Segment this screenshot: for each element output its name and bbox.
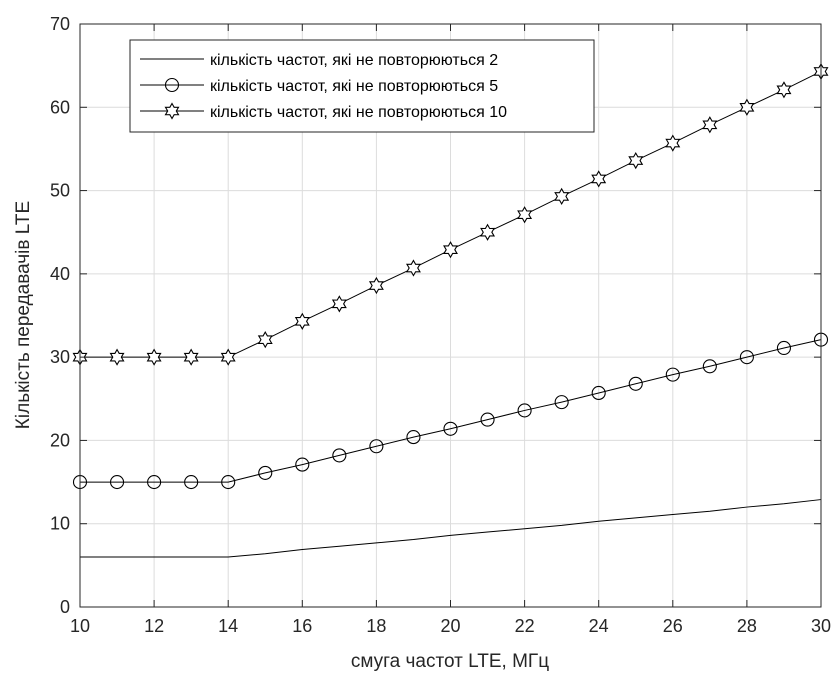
x-tick-label: 26: [663, 616, 683, 636]
series-line: [80, 499, 822, 558]
legend-items: кількість частот, які не повторюються 2 к…: [140, 52, 507, 121]
y-tick-label: 10: [50, 514, 70, 534]
data-point: [110, 475, 125, 490]
data-point: [776, 81, 792, 99]
data-point: [517, 206, 533, 224]
series-line: [80, 339, 822, 483]
data-point: [295, 457, 310, 472]
x-tick-label: 24: [589, 616, 609, 636]
data-point: [443, 241, 458, 259]
y-axis-label: Кількість передавачів LTE: [13, 201, 34, 429]
data-point: [331, 295, 347, 313]
x-tick-label: 18: [366, 616, 386, 636]
data-point: [628, 151, 644, 170]
data-point: [147, 475, 162, 490]
x-tick-label: 30: [811, 616, 831, 636]
legend-marker: [164, 77, 180, 93]
x-axis-label: смуга частот LTE, МГц: [351, 651, 549, 672]
data-point: [702, 359, 717, 374]
data-point: [480, 412, 495, 427]
data-point: [406, 430, 421, 445]
data-point: [109, 348, 125, 366]
data-point: [480, 223, 496, 241]
data-point: [443, 421, 458, 436]
legend-item: кількість частот, які не повторюються 2: [140, 52, 498, 69]
data-point: [258, 465, 273, 480]
legend: кількість частот, які не повторюються 2 к…: [129, 39, 595, 133]
legend-marker: [164, 102, 180, 120]
data-point: [591, 385, 606, 401]
data-point: [554, 395, 569, 410]
data-point: [702, 116, 718, 134]
y-tick-label: 0: [60, 597, 70, 617]
data-point: [591, 170, 607, 188]
data-point: [739, 98, 755, 116]
data-point: [146, 348, 162, 366]
data-point: [554, 187, 570, 206]
x-tick-label: 20: [440, 616, 460, 636]
series-3: [72, 62, 829, 366]
x-tick-label: 14: [218, 616, 238, 636]
data-point: [368, 276, 384, 295]
data-point: [332, 448, 347, 463]
data-point: [405, 259, 421, 277]
data-point: [184, 475, 199, 490]
data-point: [183, 348, 199, 366]
y-tick-label: 70: [50, 14, 70, 34]
data-point: [220, 348, 236, 366]
x-tick-label: 16: [292, 616, 312, 636]
data-point: [294, 312, 310, 330]
data-point: [369, 439, 384, 454]
y-tick-label: 50: [50, 181, 70, 201]
data-point: [776, 340, 792, 356]
x-tick-label: 22: [515, 616, 535, 636]
data-point: [665, 134, 681, 152]
data-point: [665, 367, 680, 382]
legend-box: [129, 39, 595, 133]
series-1: [80, 499, 822, 558]
legend-label: кількість частот, які не повторюються 2: [210, 52, 498, 69]
data-point: [739, 350, 754, 365]
series-layer: [72, 62, 829, 558]
data-point: [257, 331, 273, 349]
legend-label: кількість частот, які не повторюються 5: [210, 78, 498, 95]
legend-label: кількість частот, які не повторюються 10: [210, 104, 507, 121]
legend-item: кількість частот, які не повторюються 5: [140, 77, 498, 95]
y-tick-label: 30: [50, 347, 70, 367]
legend-item: кількість частот, які не повторюються 10: [140, 102, 507, 121]
y-tick-label: 60: [50, 97, 70, 117]
x-tick-label: 28: [737, 616, 757, 636]
data-point: [517, 403, 532, 418]
y-tick-label: 40: [50, 264, 70, 284]
data-point: [628, 376, 643, 391]
axis-ticks: [79, 23, 822, 608]
x-tick-label: 12: [144, 616, 164, 636]
data-point: [221, 475, 236, 490]
x-tick-label: 10: [70, 616, 90, 636]
y-tick-label: 20: [50, 430, 70, 450]
